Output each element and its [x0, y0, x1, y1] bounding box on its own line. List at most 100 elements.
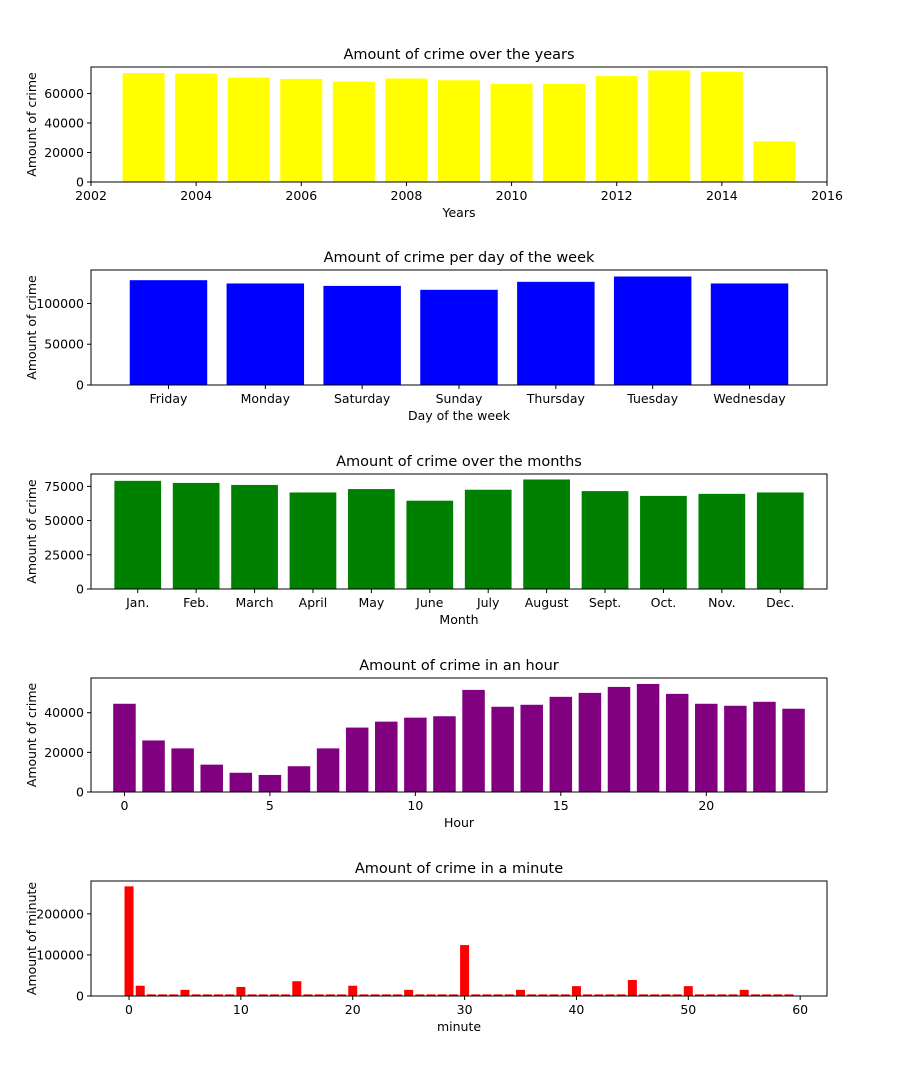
bar	[337, 994, 347, 996]
bar	[698, 493, 746, 589]
x-tick-label: Oct.	[651, 595, 677, 610]
bar	[135, 985, 145, 996]
bar	[316, 748, 340, 792]
x-tick-label: 30	[457, 1002, 473, 1017]
y-tick-label: 0	[76, 989, 84, 1004]
bar	[700, 71, 743, 182]
chart-panel-4: 0 20000 40000 0 5 10 15 20 Amount of crime in an…	[24, 658, 828, 830]
bar	[172, 482, 220, 589]
bar	[433, 716, 456, 792]
chart-panel-2: 0 50000 100000 Friday Monday Saturday Sunday Th…	[24, 250, 828, 423]
x-tick-label: Tuesday	[626, 391, 678, 406]
x-tick-label: 2006	[285, 188, 317, 203]
x-tick-label: Sept.	[589, 595, 621, 610]
x-tick-label: Wednesday	[713, 391, 786, 406]
bar	[504, 994, 514, 996]
y-axis-label: Amount of crime	[24, 479, 39, 584]
bar	[345, 727, 369, 792]
bar	[236, 986, 246, 996]
bar	[420, 289, 498, 385]
y-tick-label: 100000	[36, 296, 84, 311]
bar	[549, 696, 573, 792]
bar	[549, 994, 559, 996]
bar	[325, 994, 335, 996]
plot-frame	[90, 473, 828, 590]
chart-panel-3: 0 25000 50000 75000 Jan. Feb. March April May Jun…	[24, 454, 828, 627]
bar	[773, 994, 783, 996]
bar	[613, 276, 692, 385]
x-tick-label: Dec.	[766, 595, 794, 610]
bar	[784, 994, 794, 996]
bar	[269, 994, 279, 996]
bar	[578, 692, 602, 792]
bar	[527, 994, 537, 996]
bar	[292, 981, 302, 996]
chart-panel-1: 0 20000 40000 60000 2002 2004 2006 2008 2010 2012…	[24, 47, 843, 220]
chart-title: Amount of crime in an hour	[359, 658, 559, 674]
bar	[724, 705, 747, 792]
chart-panel-5: 0 100000 200000 0 10 20 30 40 50 60 Amount of crim…	[24, 861, 828, 1034]
bar	[560, 994, 570, 996]
bar	[281, 994, 291, 996]
bar	[753, 701, 776, 792]
bar	[124, 886, 134, 996]
y-axis-label: Amount of crime	[24, 682, 39, 787]
bar	[706, 994, 716, 996]
x-tick-label: March	[236, 595, 274, 610]
bar	[175, 73, 218, 182]
bar	[661, 994, 671, 996]
y-tick-label: 0	[76, 785, 84, 800]
bar	[493, 994, 503, 996]
bar	[464, 489, 512, 589]
bar	[200, 764, 223, 792]
bar	[650, 994, 660, 996]
y-tick-label: 20000	[44, 745, 84, 760]
x-tick-label: June	[415, 595, 444, 610]
x-axis-label: Day of the week	[408, 408, 511, 423]
bar	[516, 989, 526, 996]
bar	[728, 994, 738, 996]
y-tick-label: 20000	[44, 145, 84, 160]
bar	[287, 766, 311, 792]
bar	[627, 979, 637, 996]
bar	[695, 703, 718, 792]
bar	[595, 76, 638, 182]
bar	[520, 704, 543, 792]
x-tick-label: Sunday	[436, 391, 483, 406]
x-axis-label: Hour	[444, 815, 475, 830]
x-tick-label: 40	[568, 1002, 584, 1017]
y-tick-label: 40000	[44, 705, 84, 720]
bar	[460, 945, 470, 996]
bar	[607, 686, 631, 792]
bar	[404, 717, 427, 792]
bar	[280, 78, 323, 182]
chart-title: Amount of crime over the months	[336, 454, 582, 470]
x-tick-label: August	[525, 595, 569, 610]
bar	[490, 83, 533, 182]
bar	[665, 693, 689, 792]
x-tick-label: 0	[125, 1002, 133, 1017]
bar	[523, 479, 570, 589]
bar	[146, 994, 156, 996]
chart-title: Amount of crime over the years	[343, 47, 574, 63]
bar	[491, 706, 514, 792]
bar	[385, 78, 428, 182]
x-tick-label: 2002	[75, 188, 107, 203]
bar	[226, 283, 305, 385]
bar	[739, 989, 749, 996]
bar	[114, 480, 162, 589]
x-axis-label: Years	[442, 205, 476, 220]
y-axis-label: Amount of crime	[24, 72, 39, 177]
bar	[640, 495, 687, 589]
y-tick-label: 0	[76, 175, 84, 190]
y-tick-label: 60000	[44, 86, 84, 101]
bar	[370, 994, 380, 996]
bar	[694, 994, 704, 996]
bar	[180, 989, 190, 996]
x-tick-label: 20	[698, 798, 714, 813]
bar	[359, 994, 369, 996]
y-tick-label: 40000	[44, 116, 84, 131]
bar	[581, 491, 629, 589]
bar	[348, 985, 358, 996]
